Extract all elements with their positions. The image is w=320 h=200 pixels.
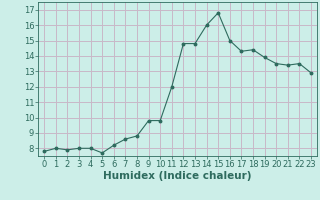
X-axis label: Humidex (Indice chaleur): Humidex (Indice chaleur) [103, 171, 252, 181]
